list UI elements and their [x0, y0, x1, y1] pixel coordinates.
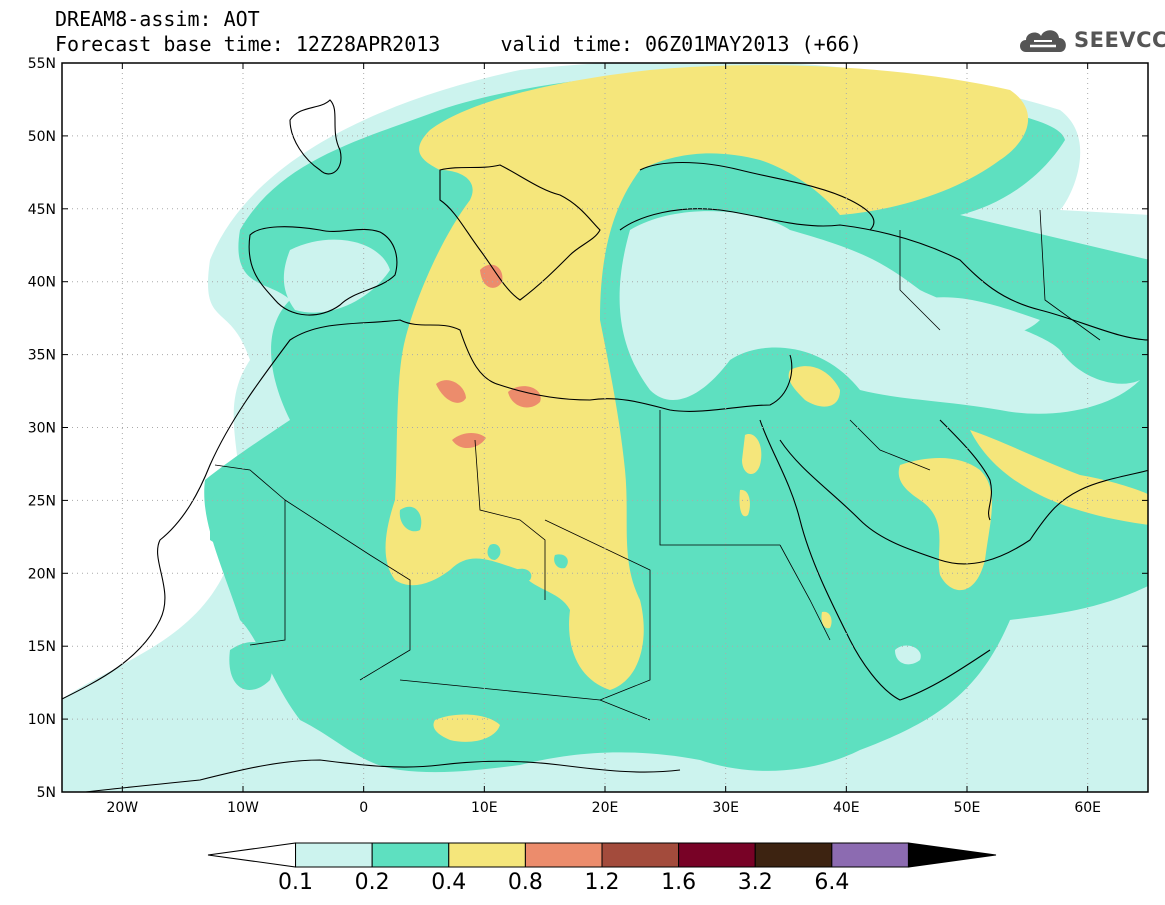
colorbar-box	[678, 842, 756, 868]
map-axes: 55N 50N 45N 40N 35N 30N 25N 20N 15N 10N 5N 20W 10W 0 1…	[28, 56, 1148, 816]
colorbar-box	[754, 842, 833, 868]
aot-level-0-8	[436, 264, 541, 449]
colorbar-arrow-high	[907, 842, 997, 868]
lon-tick-label: 60E	[1074, 800, 1101, 816]
colorbar-box	[831, 842, 909, 868]
country-borders	[214, 209, 1101, 721]
map-title: DREAM8-assim: AOT	[55, 7, 260, 31]
lon-tick-label: 10W	[227, 800, 259, 816]
lat-tick-label: 15N	[28, 639, 56, 655]
lon-tick-label: 0	[359, 800, 368, 816]
lat-tick-label: 35N	[28, 348, 56, 364]
lon-tick-label: 50E	[954, 800, 981, 816]
lon-tick-label: 20W	[106, 800, 138, 816]
colorbar-box	[448, 842, 526, 868]
cloud-icon	[1020, 30, 1066, 52]
colorbar-label: 3.2	[738, 870, 773, 895]
aot-level-0-2	[204, 72, 1148, 773]
aot-level-0-4	[330, 65, 1148, 742]
lat-tick-label: 5N	[37, 785, 56, 801]
colorbar-label: 0.8	[508, 870, 543, 895]
colorbar-box	[295, 842, 373, 868]
colorbar-label: 1.6	[661, 870, 696, 895]
lat-tick-label: 25N	[28, 493, 56, 509]
colorbar: 0.1 0.2 0.4 0.8 1.2 1.6 3.2 6.4	[207, 842, 997, 895]
colorbar-arrow-low	[207, 842, 297, 868]
lat-tick-label: 40N	[28, 275, 56, 291]
lat-tick-label: 50N	[28, 129, 56, 145]
map-grid	[62, 63, 1148, 792]
colorbar-label: 0.4	[431, 870, 466, 895]
colorbar-label: 1.2	[585, 870, 620, 895]
logo-text: SEEVCCC	[1074, 28, 1165, 52]
colorbar-label: 6.4	[814, 870, 849, 895]
lon-tick-label: 10E	[471, 800, 498, 816]
aot-field	[62, 63, 1148, 792]
lat-tick-label: 30N	[28, 421, 56, 437]
map-subtitle-times: Forecast base time: 12Z28APR2013 valid t…	[55, 32, 862, 56]
lon-tick-label: 40E	[833, 800, 860, 816]
lat-tick-label: 10N	[28, 712, 56, 728]
coastlines	[62, 99, 1148, 792]
colorbar-box	[524, 842, 603, 868]
colorbar-box	[371, 842, 450, 868]
colorbar-box	[601, 842, 680, 868]
seevccc-logo: SEEVCCC	[1016, 22, 1165, 58]
lon-tick-label: 20E	[592, 800, 619, 816]
lat-tick-label: 45N	[28, 202, 56, 218]
colorbar-label: 0.1	[278, 870, 313, 895]
lat-tick-label: 55N	[28, 56, 56, 72]
lon-tick-label: 30E	[712, 800, 739, 816]
colorbar-label: 0.2	[355, 870, 390, 895]
lat-tick-label: 20N	[28, 566, 56, 582]
